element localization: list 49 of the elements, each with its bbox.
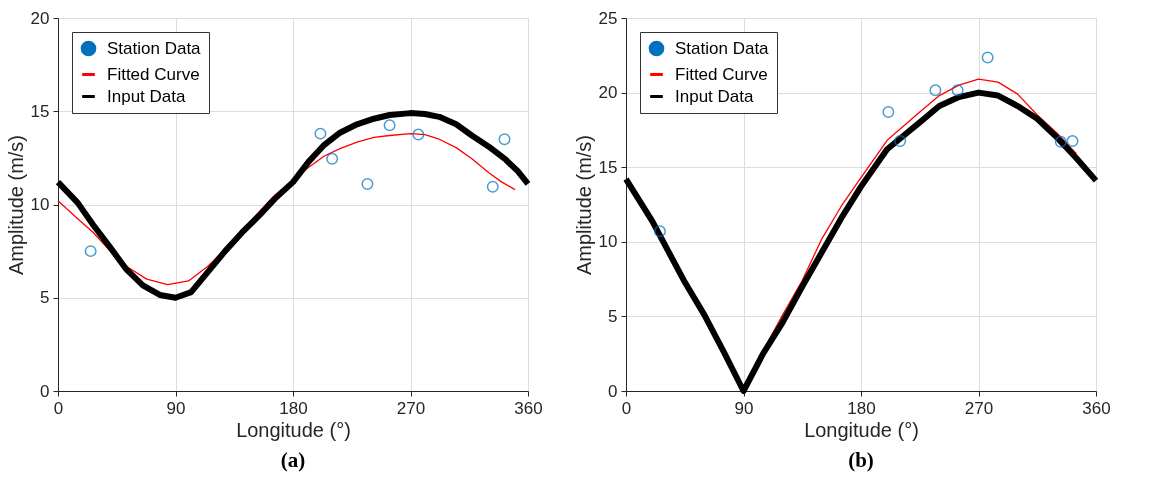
x-axis-title: Longitude (°) — [236, 418, 351, 441]
point — [326, 152, 339, 165]
x-tick-label: 180 — [847, 398, 876, 418]
y-tick-label: 20 — [30, 8, 50, 28]
point — [1054, 135, 1067, 148]
x-tick-label: 0 — [621, 398, 632, 418]
legend-label: Fitted Curve — [675, 64, 768, 84]
point — [314, 127, 327, 140]
x-tick-label: 180 — [279, 398, 308, 418]
x-tick-label: 90 — [166, 398, 186, 418]
point — [1066, 135, 1079, 148]
y-tick-label: 0 — [40, 381, 50, 401]
y-tick-label: 0 — [608, 381, 618, 401]
y-tick-label: 20 — [598, 83, 618, 103]
y-tick-label: 15 — [598, 157, 618, 177]
point — [361, 178, 374, 190]
y-tick-label: 10 — [598, 232, 618, 252]
x-tick-label: 90 — [734, 398, 754, 418]
y-tick-label: 10 — [30, 195, 50, 214]
y-axis-title: Amplitude (m/s) — [4, 134, 27, 276]
point — [882, 106, 895, 118]
point — [981, 51, 994, 64]
legend-label: Station Data — [675, 38, 770, 58]
y-tick-label: 5 — [40, 288, 50, 308]
point — [412, 128, 425, 141]
x-tick-label: 270 — [396, 398, 426, 418]
legend-label: Input Data — [675, 86, 754, 106]
point — [84, 245, 97, 258]
point — [383, 119, 396, 132]
point — [653, 225, 666, 238]
legend-label: Station Data — [107, 38, 202, 58]
y-axis-title: Amplitude (m/s) — [572, 134, 595, 276]
point — [951, 84, 964, 97]
y-tick-label: 5 — [608, 306, 618, 326]
x-axis-title: Longitude (°) — [804, 418, 919, 441]
text: (a) — [280, 448, 306, 472]
legend-label: Fitted Curve — [107, 64, 200, 84]
point — [929, 84, 942, 97]
x-tick-label: 360 — [1082, 398, 1111, 418]
text: (b) — [848, 448, 874, 472]
point — [498, 133, 511, 146]
y-tick-label: 15 — [30, 101, 50, 121]
x-tick-label: 270 — [964, 398, 994, 418]
y-tick-label: 25 — [598, 8, 618, 28]
point — [894, 135, 907, 148]
x-tick-label: 360 — [514, 398, 543, 418]
point — [486, 180, 499, 193]
legend-label: Input Data — [107, 86, 186, 106]
x-tick-label: 0 — [53, 398, 64, 418]
